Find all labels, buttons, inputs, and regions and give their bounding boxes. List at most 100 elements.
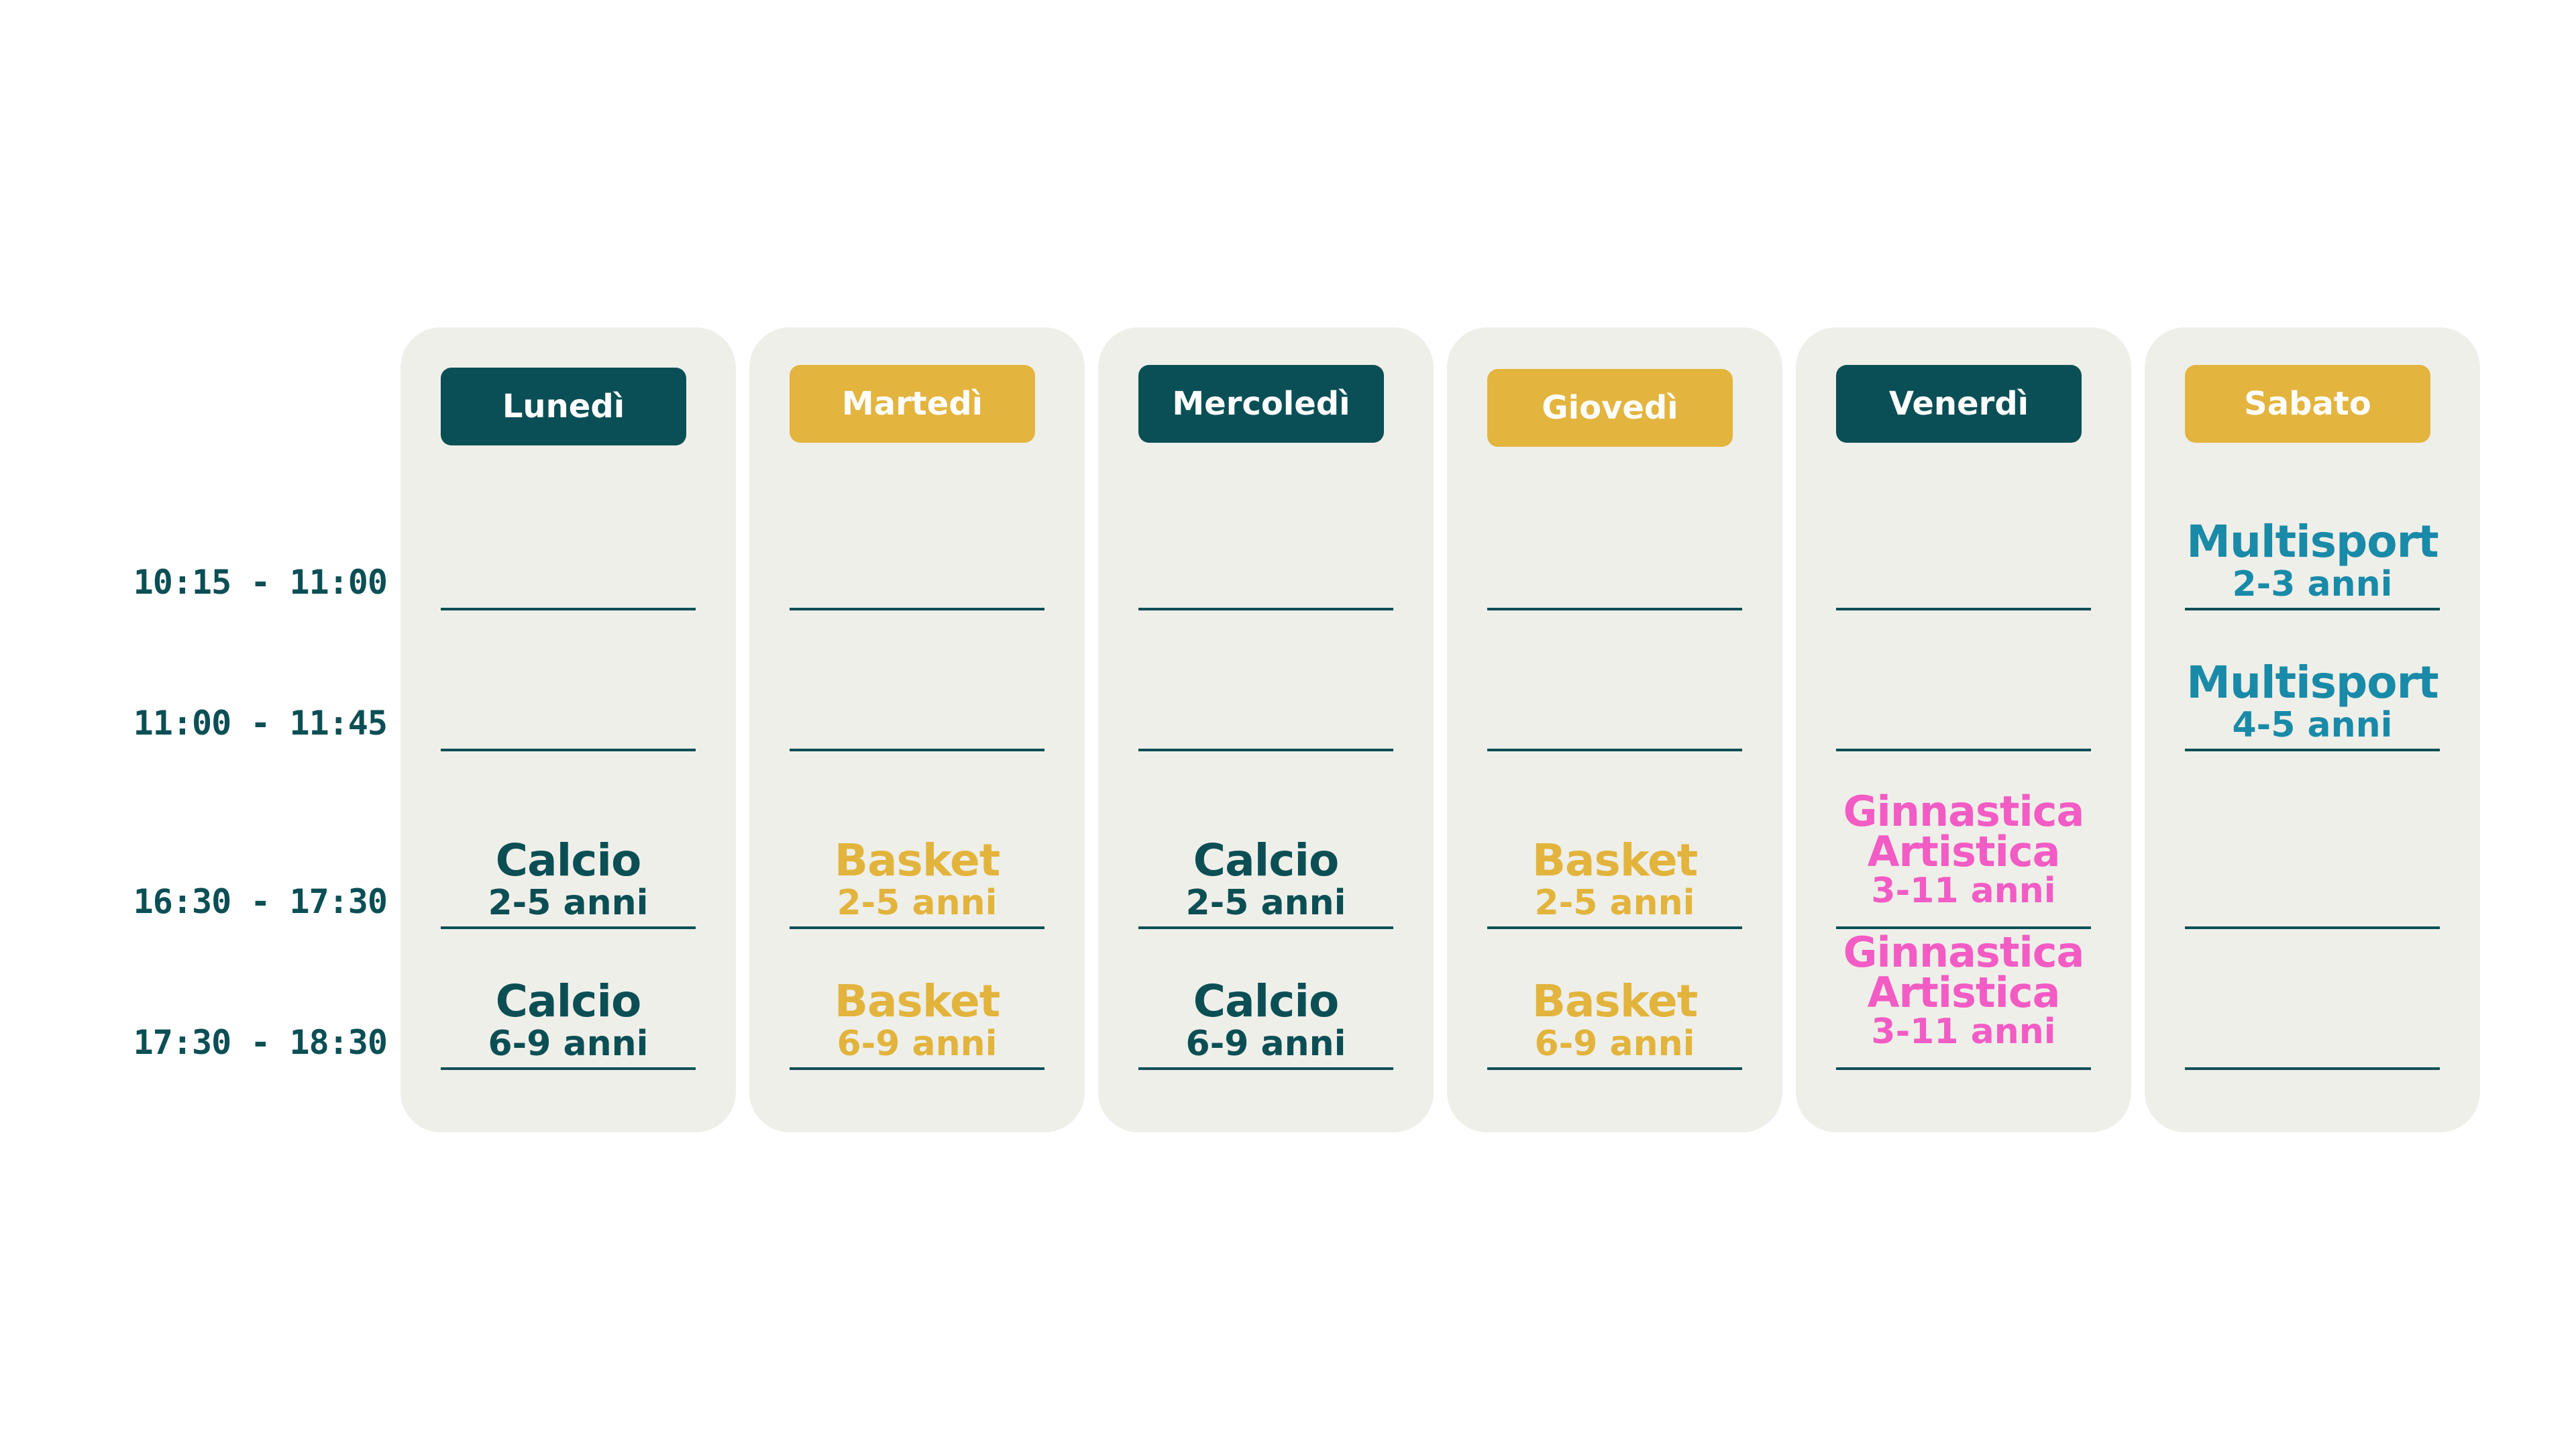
activity-age-range: 6-9 anni xyxy=(837,1024,998,1064)
slot-divider xyxy=(1138,1067,1393,1070)
activity-name: Basket xyxy=(834,835,1001,886)
slot-venerdi-1015 xyxy=(1836,500,2091,610)
slot-lunedi-1100 xyxy=(441,641,696,751)
time-label-4: 17:30 - 18:30 xyxy=(133,1023,388,1062)
slot-giovedi-1015 xyxy=(1487,500,1742,610)
slot-divider xyxy=(2185,749,2440,751)
activity-entry: Multisport 4-5 anni xyxy=(2185,657,2440,745)
activity-entry: Calcio 6-9 anni xyxy=(1138,978,1393,1063)
activity-entry: Basket 6-9 anni xyxy=(1487,978,1742,1063)
activity-entry: Basket 2-5 anni xyxy=(1487,837,1742,922)
slot-divider xyxy=(441,749,696,751)
activity-name-line2: Artistica xyxy=(1867,827,2061,876)
activity-age-range: 2-5 anni xyxy=(837,883,998,923)
day-header-martedi: Martedì xyxy=(790,365,1035,443)
activity-name: Calcio xyxy=(1193,835,1340,886)
day-column-lunedi: Lunedì Calcio 2-5 anni Calcio 6-9 anni xyxy=(400,327,736,1132)
slot-divider xyxy=(441,926,696,929)
slot-sabato-1630 xyxy=(2185,818,2440,929)
activity-name: Multisport xyxy=(2186,516,2438,568)
slot-mercoledi-1730: Calcio 6-9 anni xyxy=(1138,959,1393,1070)
slot-divider xyxy=(1487,608,1742,610)
activity-entry: Calcio 2-5 anni xyxy=(1138,837,1393,922)
slot-divider xyxy=(790,608,1044,610)
slot-divider xyxy=(2185,926,2440,929)
day-column-giovedi: Giovedì Basket 2-5 anni Basket 6-9 anni xyxy=(1447,327,1782,1132)
activity-age-range: 2-5 anni xyxy=(488,883,649,923)
activity-age-range: 4-5 anni xyxy=(2232,705,2393,745)
slot-divider xyxy=(441,608,696,610)
slot-divider xyxy=(1836,926,2091,929)
slot-martedi-1100 xyxy=(790,641,1044,751)
time-label-1: 10:15 - 11:00 xyxy=(133,563,388,602)
slot-mercoledi-1630: Calcio 2-5 anni xyxy=(1138,818,1393,929)
activity-entry: Ginnastica Artistica 3-11 anni xyxy=(1836,932,2091,1051)
slot-divider xyxy=(1487,1067,1742,1070)
slot-mercoledi-1100 xyxy=(1138,641,1393,751)
activity-name: Basket xyxy=(1532,975,1699,1027)
activity-age-range: 2-5 anni xyxy=(1185,883,1346,923)
slot-divider xyxy=(1138,608,1393,610)
day-column-martedi: Martedì Basket 2-5 anni Basket 6-9 anni xyxy=(749,327,1085,1132)
activity-entry: Ginnastica Artistica 3-11 anni xyxy=(1836,787,2091,911)
activity-name-line1: Ginnastica xyxy=(1843,787,2085,836)
slot-divider xyxy=(1138,749,1393,751)
slot-sabato-1100: Multisport 4-5 anni xyxy=(2185,641,2440,751)
activity-age-range: 3-11 anni xyxy=(1871,871,2056,911)
slot-venerdi-1100 xyxy=(1836,641,2091,751)
slot-divider xyxy=(441,1067,696,1070)
activity-entry: Calcio 2-5 anni xyxy=(441,837,696,922)
day-header-giovedi: Giovedì xyxy=(1487,369,1733,447)
slot-divider xyxy=(1836,608,2091,610)
slot-divider xyxy=(1138,926,1393,929)
slot-martedi-1630: Basket 2-5 anni xyxy=(790,818,1044,929)
slot-divider xyxy=(2185,1067,2440,1070)
activity-age-range: 2-3 anni xyxy=(2232,564,2393,604)
activity-name: Calcio xyxy=(495,835,642,886)
day-header-venerdi: Venerdì xyxy=(1836,365,2082,443)
slot-lunedi-1730: Calcio 6-9 anni xyxy=(441,959,696,1070)
day-column-mercoledi: Mercoledì Calcio 2-5 anni Calcio 6-9 anni xyxy=(1098,327,1434,1132)
slot-lunedi-1630: Calcio 2-5 anni xyxy=(441,818,696,929)
activity-entry: Calcio 6-9 anni xyxy=(441,978,696,1063)
slot-divider xyxy=(790,926,1044,929)
day-header-mercoledi: Mercoledì xyxy=(1138,365,1384,443)
activity-entry: Basket 6-9 anni xyxy=(790,978,1044,1063)
activity-name: Calcio xyxy=(1193,975,1340,1027)
activity-name: Basket xyxy=(834,975,1001,1027)
activity-name-line1: Ginnastica xyxy=(1843,928,2085,977)
slot-mercoledi-1015 xyxy=(1138,500,1393,610)
day-header-sabato: Sabato xyxy=(2185,365,2430,443)
slot-divider xyxy=(1487,749,1742,751)
day-header-lunedi: Lunedì xyxy=(441,368,686,445)
activity-name: Basket xyxy=(1532,835,1699,886)
slot-venerdi-1730: Ginnastica Artistica 3-11 anni xyxy=(1836,932,2091,1070)
slot-giovedi-1630: Basket 2-5 anni xyxy=(1487,818,1742,929)
activity-age-range: 6-9 anni xyxy=(1185,1024,1346,1064)
slot-martedi-1730: Basket 6-9 anni xyxy=(790,959,1044,1070)
slot-giovedi-1730: Basket 6-9 anni xyxy=(1487,959,1742,1070)
slot-sabato-1730 xyxy=(2185,959,2440,1070)
slot-divider xyxy=(1487,926,1742,929)
activity-age-range: 3-11 anni xyxy=(1871,1012,2056,1052)
day-column-sabato: Sabato Multisport 2-3 anni Multisport 4-5 a… xyxy=(2145,327,2480,1132)
slot-venerdi-1630: Ginnastica Artistica 3-11 anni xyxy=(1836,791,2091,929)
time-label-2: 11:00 - 11:45 xyxy=(133,704,388,743)
activity-age-range: 2-5 anni xyxy=(1534,883,1695,923)
activity-entry: Basket 2-5 anni xyxy=(790,837,1044,922)
slot-divider xyxy=(790,749,1044,751)
slot-giovedi-1100 xyxy=(1487,641,1742,751)
activity-name: Multisport xyxy=(2186,657,2438,708)
time-label-3: 16:30 - 17:30 xyxy=(133,882,388,921)
activity-entry: Multisport 2-3 anni xyxy=(2185,516,2440,604)
slot-divider xyxy=(1836,749,2091,751)
slot-sabato-1015: Multisport 2-3 anni xyxy=(2185,500,2440,610)
day-column-venerdi: Venerdì Ginnastica Artistica 3-11 anni Ginn… xyxy=(1796,327,2131,1132)
activity-age-range: 6-9 anni xyxy=(488,1024,649,1064)
slot-lunedi-1015 xyxy=(441,500,696,610)
slot-divider xyxy=(2185,608,2440,610)
activity-name-line2: Artistica xyxy=(1867,968,2061,1017)
activity-age-range: 6-9 anni xyxy=(1534,1024,1695,1064)
slot-martedi-1015 xyxy=(790,500,1044,610)
